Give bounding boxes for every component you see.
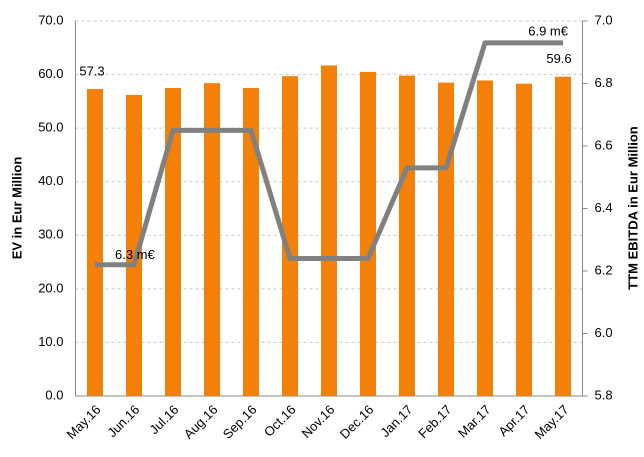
annotation: 6.9 m€ bbox=[528, 23, 569, 38]
y2-tick-label: 5.8 bbox=[595, 387, 613, 402]
y2-tick-label: 7.0 bbox=[595, 12, 613, 27]
bar-value-label: 57.3 bbox=[79, 63, 104, 78]
line bbox=[95, 40, 563, 268]
x-tick-label: May.17 bbox=[531, 402, 571, 442]
x-tick-label: Sep.16 bbox=[220, 402, 260, 442]
x-tick-label: Mar.17 bbox=[455, 402, 494, 441]
y-tick-label: 70.0 bbox=[38, 12, 63, 27]
bar bbox=[516, 83, 532, 396]
y2-tick-label: 6.4 bbox=[595, 200, 613, 215]
y2-tick-label: 6.6 bbox=[595, 137, 613, 152]
y-tick-label: 10.0 bbox=[38, 334, 63, 349]
bar bbox=[477, 80, 493, 396]
x-tick-label: Jan.17 bbox=[377, 402, 415, 440]
x-tick-label: May.16 bbox=[63, 402, 103, 442]
bar bbox=[555, 76, 571, 396]
annotation: 6.3 m€ bbox=[115, 247, 156, 262]
bar bbox=[243, 87, 259, 396]
x-tick-label: Oct.16 bbox=[261, 402, 299, 440]
x-tick-label: Feb.17 bbox=[415, 402, 454, 441]
bar bbox=[399, 75, 415, 397]
y2-axis-title: TTM EBITDA in Eur Million bbox=[625, 126, 640, 290]
y2-tick-label: 6.2 bbox=[595, 262, 613, 277]
bar bbox=[204, 83, 220, 397]
bar bbox=[360, 71, 376, 397]
bar bbox=[165, 87, 181, 396]
x-tick-label: Jun.16 bbox=[104, 402, 142, 440]
y-tick-label: 0.0 bbox=[45, 387, 63, 402]
y-tick-label: 20.0 bbox=[38, 280, 63, 295]
bar bbox=[282, 76, 298, 396]
y-tick-label: 40.0 bbox=[38, 173, 63, 188]
bar bbox=[87, 89, 103, 397]
x-tick-label: Jul.16 bbox=[146, 402, 181, 437]
bar bbox=[321, 65, 337, 396]
x-tick-label: Aug.16 bbox=[181, 402, 221, 442]
y-tick-label: 30.0 bbox=[38, 227, 63, 242]
bar bbox=[438, 82, 454, 396]
bar bbox=[126, 94, 142, 396]
y-tick-label: 50.0 bbox=[38, 120, 63, 135]
bar-value-label: 59.6 bbox=[546, 51, 571, 66]
x-tick-label: Nov.16 bbox=[298, 402, 337, 441]
x-tick-label: Apr.17 bbox=[495, 402, 532, 439]
x-tick-label: Dec.16 bbox=[337, 402, 377, 442]
y2-tick-label: 6.8 bbox=[595, 75, 613, 90]
y-tick-label: 60.0 bbox=[38, 66, 63, 81]
y2-tick-label: 6.0 bbox=[595, 325, 613, 340]
y-axis-title: EV in Eur Million bbox=[9, 157, 24, 260]
